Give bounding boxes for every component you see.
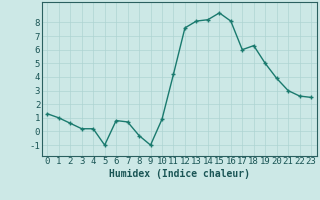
X-axis label: Humidex (Indice chaleur): Humidex (Indice chaleur) [109,169,250,179]
